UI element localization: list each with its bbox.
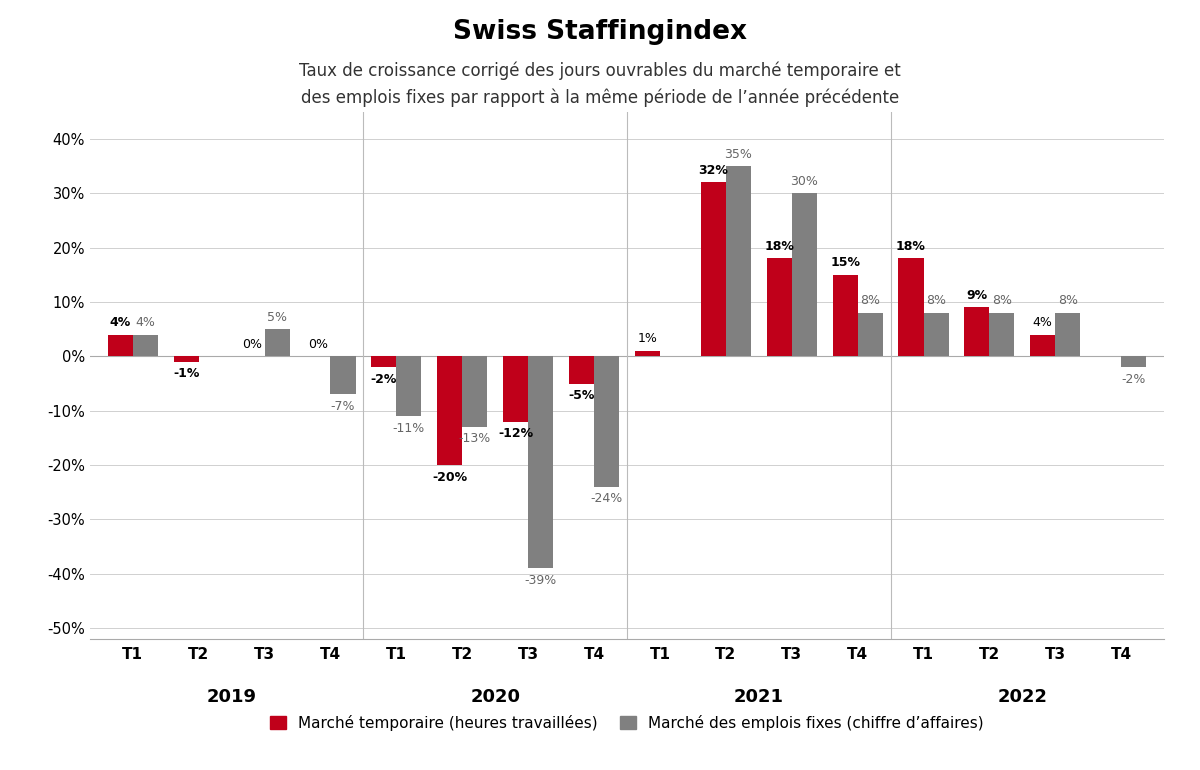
Bar (726, 166, 751, 357)
Bar (133, 335, 158, 357)
Bar (701, 182, 726, 357)
Bar (174, 357, 199, 362)
Bar (792, 193, 817, 357)
Text: 35%: 35% (725, 148, 752, 161)
Text: 15%: 15% (830, 256, 860, 270)
Bar (989, 313, 1014, 357)
Bar (899, 259, 924, 357)
Bar (594, 357, 619, 487)
Text: 0%: 0% (308, 338, 328, 351)
Text: -13%: -13% (458, 433, 491, 446)
Bar (1055, 313, 1080, 357)
Text: -39%: -39% (524, 574, 557, 587)
Text: 18%: 18% (896, 240, 926, 253)
Bar (371, 357, 396, 367)
Bar (108, 335, 133, 357)
Text: 2021: 2021 (733, 688, 784, 706)
Text: -24%: -24% (590, 492, 623, 505)
Text: 8%: 8% (926, 294, 946, 307)
Bar (462, 357, 487, 427)
Text: -1%: -1% (173, 367, 199, 380)
Bar (833, 275, 858, 357)
Text: 2019: 2019 (206, 688, 257, 706)
Bar (528, 357, 553, 568)
Bar (858, 313, 883, 357)
Bar (635, 351, 660, 357)
Bar (767, 259, 792, 357)
Text: 8%: 8% (992, 294, 1012, 307)
Text: 9%: 9% (966, 289, 988, 302)
Bar (437, 357, 462, 465)
Bar (503, 357, 528, 422)
Text: 8%: 8% (1058, 294, 1078, 307)
Text: -2%: -2% (1122, 373, 1146, 386)
Bar (330, 357, 355, 394)
Text: 2020: 2020 (470, 688, 521, 706)
Text: -7%: -7% (331, 400, 355, 413)
Text: -2%: -2% (371, 373, 397, 386)
Text: 1%: 1% (637, 333, 658, 346)
Text: 4%: 4% (1033, 316, 1052, 329)
Text: 5%: 5% (268, 311, 287, 323)
Text: -5%: -5% (569, 389, 595, 402)
Text: 18%: 18% (764, 240, 794, 253)
Text: -20%: -20% (432, 470, 467, 484)
Bar (965, 307, 989, 357)
Bar (265, 329, 289, 357)
Text: Taux de croissance corrigé des jours ouvrables du marché temporaire et
des emplo: Taux de croissance corrigé des jours ouv… (299, 62, 901, 107)
Bar (569, 357, 594, 383)
Bar (1121, 357, 1146, 367)
Text: 8%: 8% (860, 294, 880, 307)
Text: 32%: 32% (698, 164, 728, 177)
Bar (1031, 335, 1055, 357)
Text: 4%: 4% (109, 316, 131, 329)
Bar (924, 313, 948, 357)
Text: 2022: 2022 (997, 688, 1048, 706)
Text: -12%: -12% (498, 427, 533, 440)
Text: -11%: -11% (392, 422, 425, 434)
Bar (396, 357, 421, 416)
Legend: Marché temporaire (heures travaillées), Marché des emplois fixes (chiffre d’affa: Marché temporaire (heures travaillées), … (264, 708, 990, 737)
Text: Swiss Staffingindex: Swiss Staffingindex (454, 19, 746, 45)
Text: 0%: 0% (242, 338, 262, 351)
Text: 4%: 4% (136, 316, 155, 329)
Text: 30%: 30% (791, 175, 818, 188)
